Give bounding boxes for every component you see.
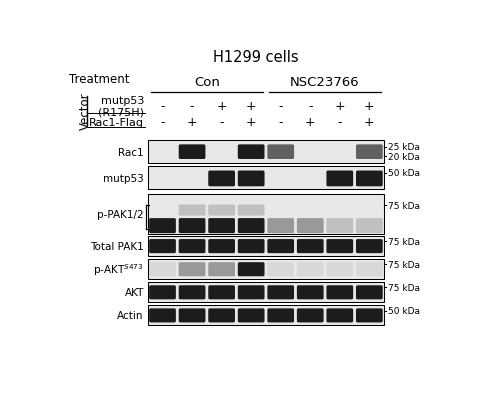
FancyBboxPatch shape xyxy=(178,239,206,254)
Bar xyxy=(148,194,384,234)
FancyBboxPatch shape xyxy=(149,262,176,277)
FancyBboxPatch shape xyxy=(326,286,353,300)
FancyBboxPatch shape xyxy=(208,219,235,234)
FancyBboxPatch shape xyxy=(268,286,294,300)
Bar xyxy=(148,305,384,325)
FancyBboxPatch shape xyxy=(356,262,382,277)
FancyBboxPatch shape xyxy=(268,239,294,254)
Text: 25 kDa: 25 kDa xyxy=(388,143,420,152)
Text: +: + xyxy=(187,116,198,129)
FancyBboxPatch shape xyxy=(326,171,353,187)
Text: 50 kDa: 50 kDa xyxy=(388,306,420,315)
Text: +: + xyxy=(246,100,256,113)
FancyBboxPatch shape xyxy=(326,309,353,323)
Text: -: - xyxy=(278,116,283,129)
Text: 75 kDa: 75 kDa xyxy=(388,260,420,269)
Text: 50 kDa: 50 kDa xyxy=(388,169,420,178)
FancyBboxPatch shape xyxy=(238,286,264,300)
Text: Total PAK1: Total PAK1 xyxy=(90,241,144,251)
Bar xyxy=(148,282,384,302)
FancyBboxPatch shape xyxy=(238,309,264,323)
Text: +: + xyxy=(246,116,256,129)
FancyBboxPatch shape xyxy=(208,286,235,300)
FancyBboxPatch shape xyxy=(326,262,353,277)
Text: -: - xyxy=(308,100,312,113)
Text: +: + xyxy=(334,100,345,113)
Text: NSC23766: NSC23766 xyxy=(290,76,360,89)
FancyBboxPatch shape xyxy=(149,286,176,300)
FancyBboxPatch shape xyxy=(178,205,206,216)
Text: 75 kDa: 75 kDa xyxy=(388,201,420,210)
Text: Rac1: Rac1 xyxy=(118,147,144,157)
FancyBboxPatch shape xyxy=(238,145,264,160)
Text: p-PAK1/2: p-PAK1/2 xyxy=(97,209,144,220)
FancyBboxPatch shape xyxy=(356,309,382,323)
FancyBboxPatch shape xyxy=(297,309,324,323)
FancyBboxPatch shape xyxy=(238,171,264,187)
FancyBboxPatch shape xyxy=(149,309,176,323)
FancyBboxPatch shape xyxy=(297,219,324,234)
Text: H1299 cells: H1299 cells xyxy=(214,49,299,64)
Text: 75 kDa: 75 kDa xyxy=(388,237,420,246)
Text: mutp53: mutp53 xyxy=(103,173,144,183)
Text: Con: Con xyxy=(194,76,220,89)
FancyBboxPatch shape xyxy=(178,286,206,300)
FancyBboxPatch shape xyxy=(356,286,382,300)
FancyBboxPatch shape xyxy=(238,205,264,216)
Text: 75 kDa: 75 kDa xyxy=(388,283,420,292)
Bar xyxy=(148,236,384,256)
FancyBboxPatch shape xyxy=(297,262,324,277)
FancyBboxPatch shape xyxy=(356,171,382,187)
FancyBboxPatch shape xyxy=(149,239,176,254)
FancyBboxPatch shape xyxy=(297,239,324,254)
Text: -: - xyxy=(278,100,283,113)
FancyBboxPatch shape xyxy=(178,309,206,323)
FancyBboxPatch shape xyxy=(268,219,294,234)
Text: Treatment: Treatment xyxy=(68,73,129,86)
Text: AKT: AKT xyxy=(124,287,144,297)
Bar xyxy=(148,259,384,279)
Text: Actin: Actin xyxy=(118,310,144,320)
Text: Rac1-Flag: Rac1-Flag xyxy=(89,117,144,127)
Text: -: - xyxy=(160,116,165,129)
Text: +: + xyxy=(216,100,227,113)
Text: -: - xyxy=(220,116,224,129)
FancyBboxPatch shape xyxy=(356,145,382,160)
FancyBboxPatch shape xyxy=(208,205,235,216)
Text: p-AKT$^{S473}$: p-AKT$^{S473}$ xyxy=(94,261,144,277)
FancyBboxPatch shape xyxy=(268,262,294,277)
FancyBboxPatch shape xyxy=(208,239,235,254)
FancyBboxPatch shape xyxy=(208,171,235,187)
Bar xyxy=(148,167,384,190)
FancyBboxPatch shape xyxy=(268,309,294,323)
FancyBboxPatch shape xyxy=(356,219,382,234)
FancyBboxPatch shape xyxy=(238,262,264,277)
Text: -: - xyxy=(190,100,194,113)
Text: 20 kDa: 20 kDa xyxy=(388,152,420,161)
FancyBboxPatch shape xyxy=(356,239,382,254)
Text: -: - xyxy=(160,100,165,113)
Text: +: + xyxy=(305,116,316,129)
FancyBboxPatch shape xyxy=(208,309,235,323)
FancyBboxPatch shape xyxy=(208,262,235,277)
FancyBboxPatch shape xyxy=(178,262,206,277)
FancyBboxPatch shape xyxy=(178,145,206,160)
FancyBboxPatch shape xyxy=(178,219,206,234)
Bar xyxy=(148,141,384,164)
Text: Vector: Vector xyxy=(79,92,92,130)
FancyBboxPatch shape xyxy=(297,286,324,300)
Text: +: + xyxy=(364,116,374,129)
FancyBboxPatch shape xyxy=(238,219,264,234)
FancyBboxPatch shape xyxy=(326,219,353,234)
Text: mutp53
(R175H): mutp53 (R175H) xyxy=(98,96,144,117)
FancyBboxPatch shape xyxy=(238,239,264,254)
FancyBboxPatch shape xyxy=(326,239,353,254)
FancyBboxPatch shape xyxy=(149,219,176,234)
FancyBboxPatch shape xyxy=(268,145,294,160)
Text: -: - xyxy=(338,116,342,129)
Text: +: + xyxy=(364,100,374,113)
